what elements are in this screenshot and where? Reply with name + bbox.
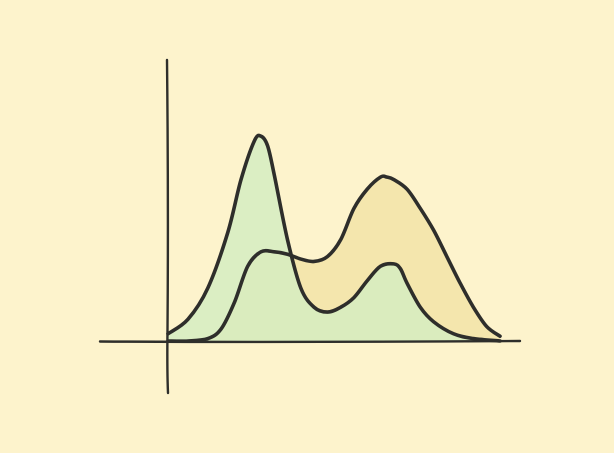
series-b-line	[166, 174, 502, 343]
y-axis	[165, 58, 170, 395]
series-a-area	[168, 135, 500, 341]
series-a-line	[166, 133, 502, 343]
x-axis	[98, 339, 522, 344]
